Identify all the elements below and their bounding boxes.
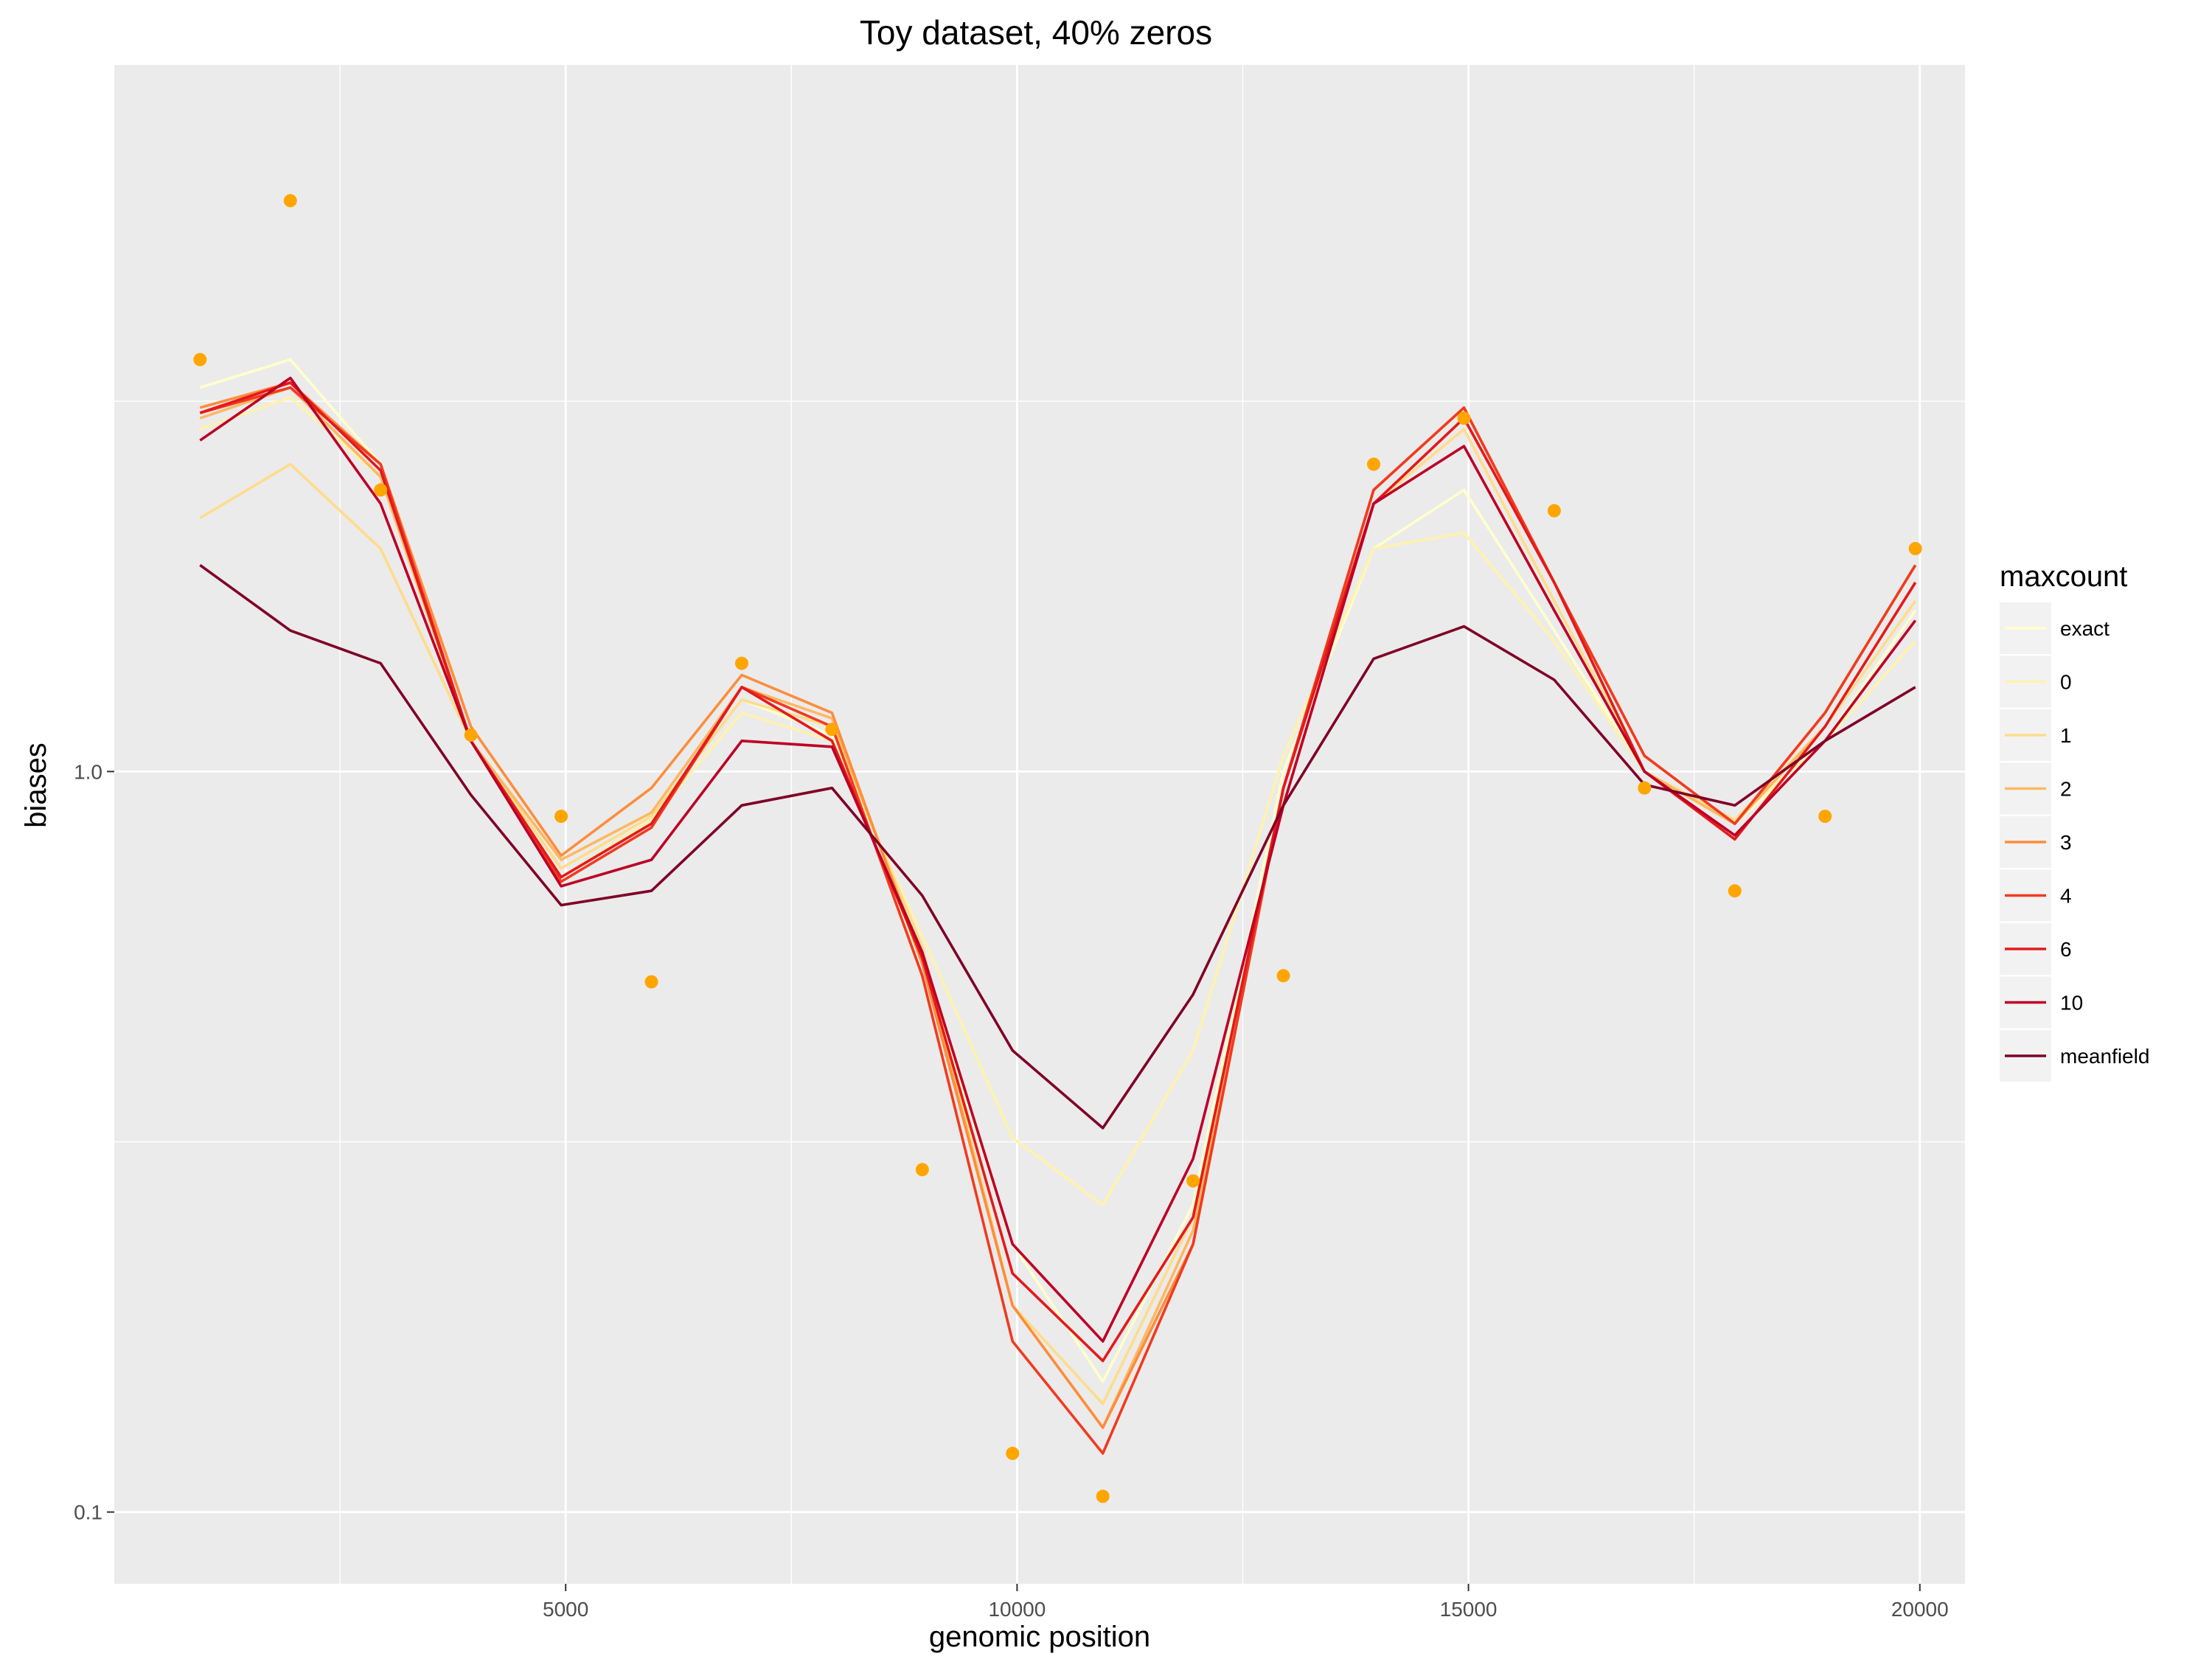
data-point [1818, 810, 1832, 824]
data-point [374, 483, 388, 497]
legend-title: maxcount [2000, 560, 2127, 593]
legend-key-2 [2000, 762, 2051, 815]
series-lines [199, 358, 1917, 1455]
data-point [1096, 1489, 1110, 1503]
minor-gridlines [114, 65, 1965, 1584]
legend-label: 1 [2060, 724, 2072, 747]
plot-panel [114, 65, 1965, 1584]
legend-label: meanfield [2060, 1045, 2149, 1068]
data-point [464, 728, 478, 742]
legend-key-0 [2000, 655, 2051, 708]
x-tick-label: 20000 [1891, 1598, 1949, 1621]
legend-key-10 [2000, 976, 2051, 1029]
data-point [1547, 504, 1561, 518]
data-point [1908, 542, 1922, 556]
data-point [1638, 781, 1652, 795]
legend-key-3 [2000, 816, 2051, 868]
data-point [283, 194, 297, 208]
legend: maxcount exact 0 1 2 3 4 6 10 meanfield [2000, 560, 2149, 1082]
series-line-meanfield [199, 563, 1916, 1130]
legend-label: exact [2060, 617, 2110, 640]
data-point [644, 975, 658, 989]
series-line-10 [199, 376, 1917, 1343]
y-axis-ticks: 0.1 1.0 [74, 760, 114, 1524]
data-point [554, 810, 568, 824]
legend-label: 6 [2060, 938, 2072, 961]
legend-label: 0 [2060, 671, 2072, 694]
legend-label: 3 [2060, 831, 2072, 854]
chart-title: Toy dataset, 40% zeros [860, 13, 1212, 52]
legend-key-1 [2000, 709, 2051, 761]
data-point [1367, 457, 1381, 471]
x-axis-ticks: 5000 10000 15000 20000 [543, 1584, 1949, 1621]
y-tick-label: 0.1 [74, 1501, 102, 1524]
legend-key-meanfield [2000, 1030, 2051, 1082]
legend-items: exact 0 1 2 3 4 6 10 meanfield [2000, 602, 2149, 1082]
x-axis-title: genomic position [929, 1621, 1150, 1653]
x-tick-label: 15000 [1440, 1598, 1498, 1621]
x-tick-label: 10000 [988, 1598, 1046, 1621]
data-point [193, 352, 207, 366]
y-tick-label: 1.0 [74, 760, 102, 783]
legend-label: 10 [2060, 992, 2083, 1015]
data-point [1457, 411, 1471, 425]
x-tick-label: 5000 [543, 1598, 588, 1621]
legend-key-4 [2000, 869, 2051, 922]
legend-key-6 [2000, 923, 2051, 975]
data-points [193, 194, 1922, 1503]
legend-key-exact [2000, 602, 2051, 654]
data-point [1728, 884, 1742, 898]
data-point [1276, 969, 1290, 983]
legend-label: 4 [2060, 885, 2072, 908]
legend-label: 2 [2060, 778, 2072, 801]
data-point [734, 656, 748, 670]
data-point [825, 723, 839, 737]
major-gridlines [114, 65, 1965, 1584]
y-axis-title: biases [20, 742, 52, 828]
data-point [1186, 1174, 1200, 1188]
data-point [915, 1163, 929, 1177]
data-point [1006, 1447, 1020, 1461]
